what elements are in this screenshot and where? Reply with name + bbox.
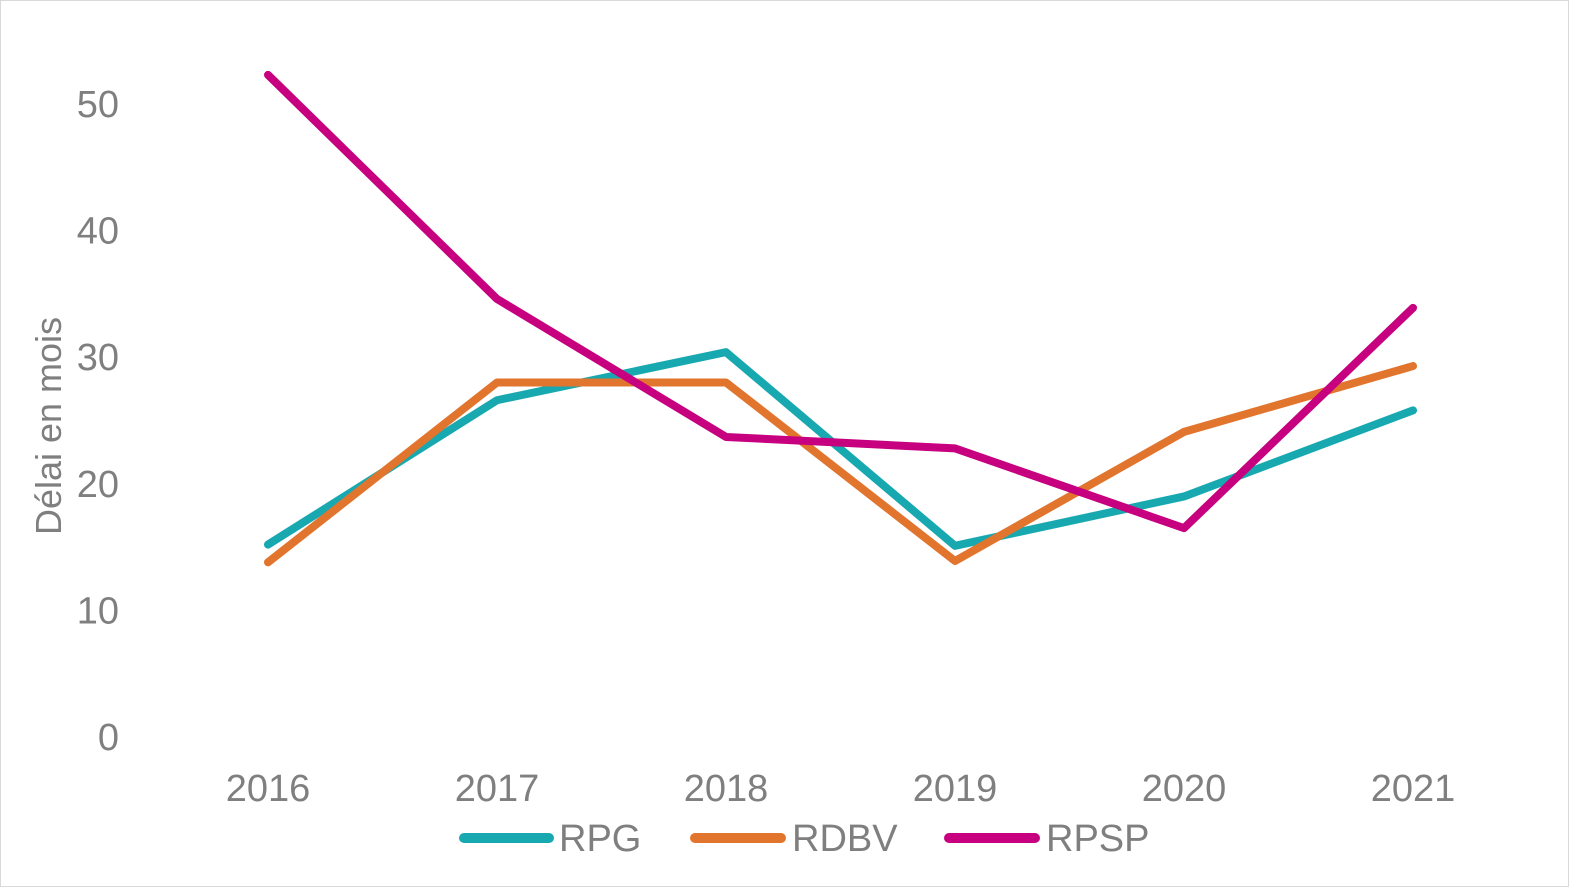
series-lines — [264, 70, 1417, 567]
y-tick-label: 50 — [77, 84, 119, 126]
y-tick-label: 0 — [98, 717, 119, 759]
legend-item-rpsp[interactable]: RPSP — [944, 818, 1149, 860]
x-tick-label: 2019 — [913, 768, 998, 810]
legend-label: RPSP — [1046, 818, 1149, 860]
y-tick-label: 10 — [77, 590, 119, 632]
y-axis-title: Délai en mois — [28, 317, 69, 535]
legend-label: RDBV — [792, 818, 898, 860]
y-tick-label: 20 — [77, 464, 119, 506]
x-tick-label: 2021 — [1371, 768, 1456, 810]
series-line-rpg — [264, 348, 1417, 550]
y-tick-label: 40 — [77, 211, 119, 253]
legend-item-rdbv[interactable]: RDBV — [690, 818, 898, 860]
legend-item-rpg[interactable]: RPG — [459, 818, 641, 860]
series-line-rdbv — [264, 362, 1417, 567]
x-tick-label: 2016 — [226, 768, 311, 810]
legend-label: RPG — [559, 818, 641, 860]
x-tick-label: 2018 — [684, 768, 769, 810]
y-tick-label: 30 — [77, 337, 119, 379]
x-axis-ticks: 2016 2017 2018 2019 2020 2021 — [226, 768, 1456, 810]
series-line-rpsp — [264, 70, 1417, 533]
x-tick-label: 2017 — [455, 768, 540, 810]
legend: RPG RDBV RPSP — [459, 818, 1149, 860]
y-axis-ticks: 0 10 20 30 40 50 — [77, 84, 119, 759]
x-tick-label: 2020 — [1142, 768, 1227, 810]
